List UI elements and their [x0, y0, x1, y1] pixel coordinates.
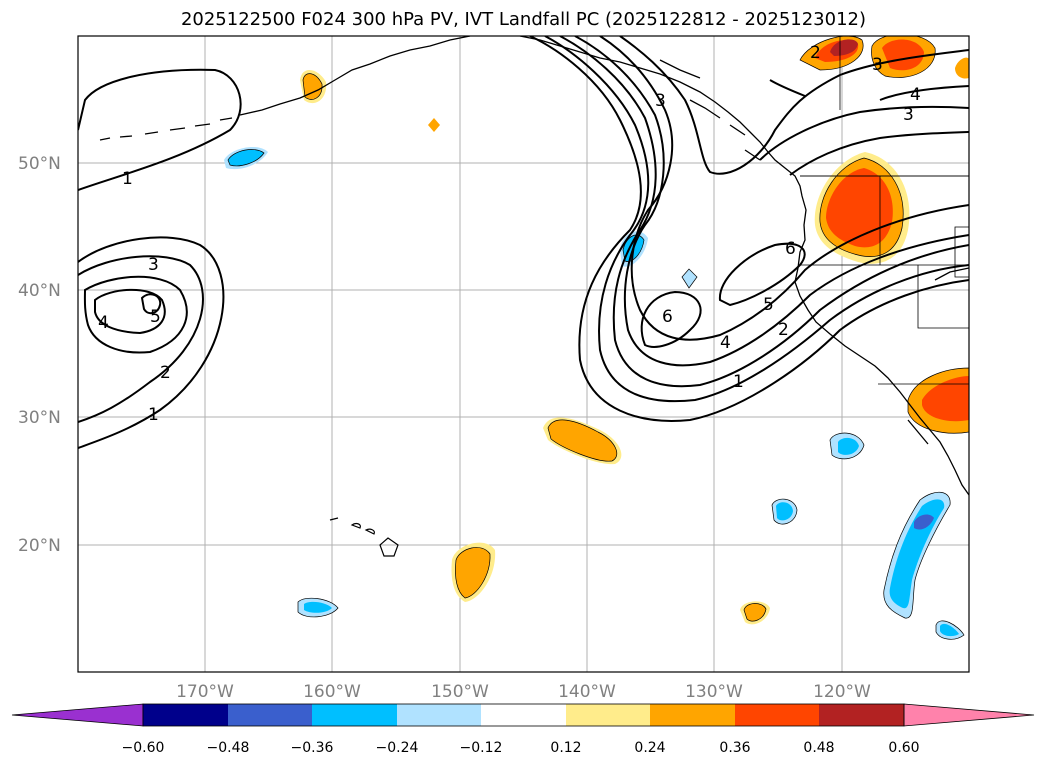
hawaii-islands	[329, 517, 399, 557]
coastlines	[99, 36, 969, 496]
positive-anomaly	[743, 603, 767, 622]
colorbar-tick-label: 0.12	[550, 740, 581, 756]
lat-label: 30°N	[18, 408, 61, 428]
negative-anomaly	[227, 149, 265, 167]
negative-anomaly	[940, 623, 959, 637]
positive-anomaly	[955, 57, 969, 79]
contour-label: 3	[148, 255, 159, 275]
negative-anomaly	[681, 268, 698, 289]
lat-label: 20°N	[18, 536, 61, 556]
colorbar-extend-low	[11, 703, 144, 727]
negative-anomaly	[776, 502, 793, 521]
contour-label: 4	[98, 313, 109, 333]
colorbar-extend-high	[903, 703, 1035, 727]
longitude-labels: 170°W 160°W 150°W 140°W 130°W 120°W	[176, 682, 871, 702]
contour-label: 4	[720, 333, 731, 353]
contour-label: 2	[160, 363, 171, 383]
colorbar-segment	[735, 704, 819, 726]
positive-anomaly	[302, 73, 323, 100]
contour-label: 1	[122, 169, 133, 189]
negative-anomaly	[838, 437, 859, 455]
colorbar: −0.60 −0.48 −0.36 −0.24 −0.12 0.12 0.24 …	[11, 703, 1035, 756]
lon-label: 140°W	[558, 682, 616, 702]
contour-label: 3	[872, 55, 883, 75]
contour-label: 3	[655, 91, 666, 111]
lon-label: 170°W	[176, 682, 234, 702]
colorbar-tick-label: −0.60	[122, 740, 165, 756]
graticule	[78, 36, 969, 672]
ivt-pc-fill	[224, 36, 969, 640]
positive-anomaly	[547, 419, 618, 462]
contour-labels: 1 2 3 4 5 6 1 2 3 4 5 6 3 4 1 2 3	[98, 43, 921, 425]
colorbar-tick-label: −0.36	[291, 740, 334, 756]
lon-label: 130°W	[685, 682, 743, 702]
colorbar-tick-label: −0.12	[460, 740, 503, 756]
positive-anomaly	[830, 39, 858, 56]
colorbar-tick-label: −0.48	[207, 740, 250, 756]
positive-anomaly	[428, 118, 440, 132]
colorbar-segment	[397, 704, 481, 726]
contour-label: 6	[662, 307, 673, 327]
contour-label: 4	[910, 85, 921, 105]
map-frame	[77, 35, 970, 673]
contour-label: 6	[785, 239, 796, 259]
colorbar-segment	[819, 704, 904, 726]
lon-label: 160°W	[303, 682, 361, 702]
positive-anomaly	[922, 376, 969, 422]
contour-label: 2	[778, 320, 789, 340]
contour-label: 5	[150, 307, 161, 327]
negative-anomaly	[914, 514, 934, 530]
colorbar-segment	[566, 704, 650, 726]
contour-label: 5	[763, 295, 774, 315]
colorbar-tick-label: −0.24	[376, 740, 419, 756]
pv-contours	[78, 36, 969, 449]
contour-label: 1	[148, 405, 159, 425]
negative-anomaly	[304, 601, 332, 613]
colorbar-segment	[481, 704, 566, 726]
colorbar-segment	[312, 704, 397, 726]
positive-anomaly	[826, 168, 893, 248]
colorbar-tick-label: 0.60	[888, 740, 919, 756]
colorbar-tick-label: 0.36	[719, 740, 750, 756]
state-borders	[800, 36, 969, 385]
map-title: 2025122500 F024 300 hPa PV, IVT Landfall…	[180, 9, 867, 30]
lat-label: 40°N	[18, 281, 61, 301]
lat-label: 50°N	[18, 154, 61, 174]
colorbar-tick-label: 0.48	[803, 740, 834, 756]
lon-label: 120°W	[813, 682, 871, 702]
colorbar-frame	[142, 703, 905, 727]
positive-anomaly	[455, 547, 491, 599]
colorbar-tick-label: 0.24	[634, 740, 665, 756]
contour-label: 2	[810, 43, 821, 63]
negative-anomaly	[889, 499, 945, 609]
lon-label: 150°W	[431, 682, 489, 702]
positive-anomaly	[882, 39, 924, 71]
contour-label: 1	[733, 372, 744, 392]
latitude-labels: 50°N 40°N 30°N 20°N	[18, 154, 61, 556]
contour-label: 3	[903, 105, 914, 125]
colorbar-segment	[228, 704, 312, 726]
colorbar-segment	[650, 704, 735, 726]
colorbar-segment	[143, 704, 228, 726]
